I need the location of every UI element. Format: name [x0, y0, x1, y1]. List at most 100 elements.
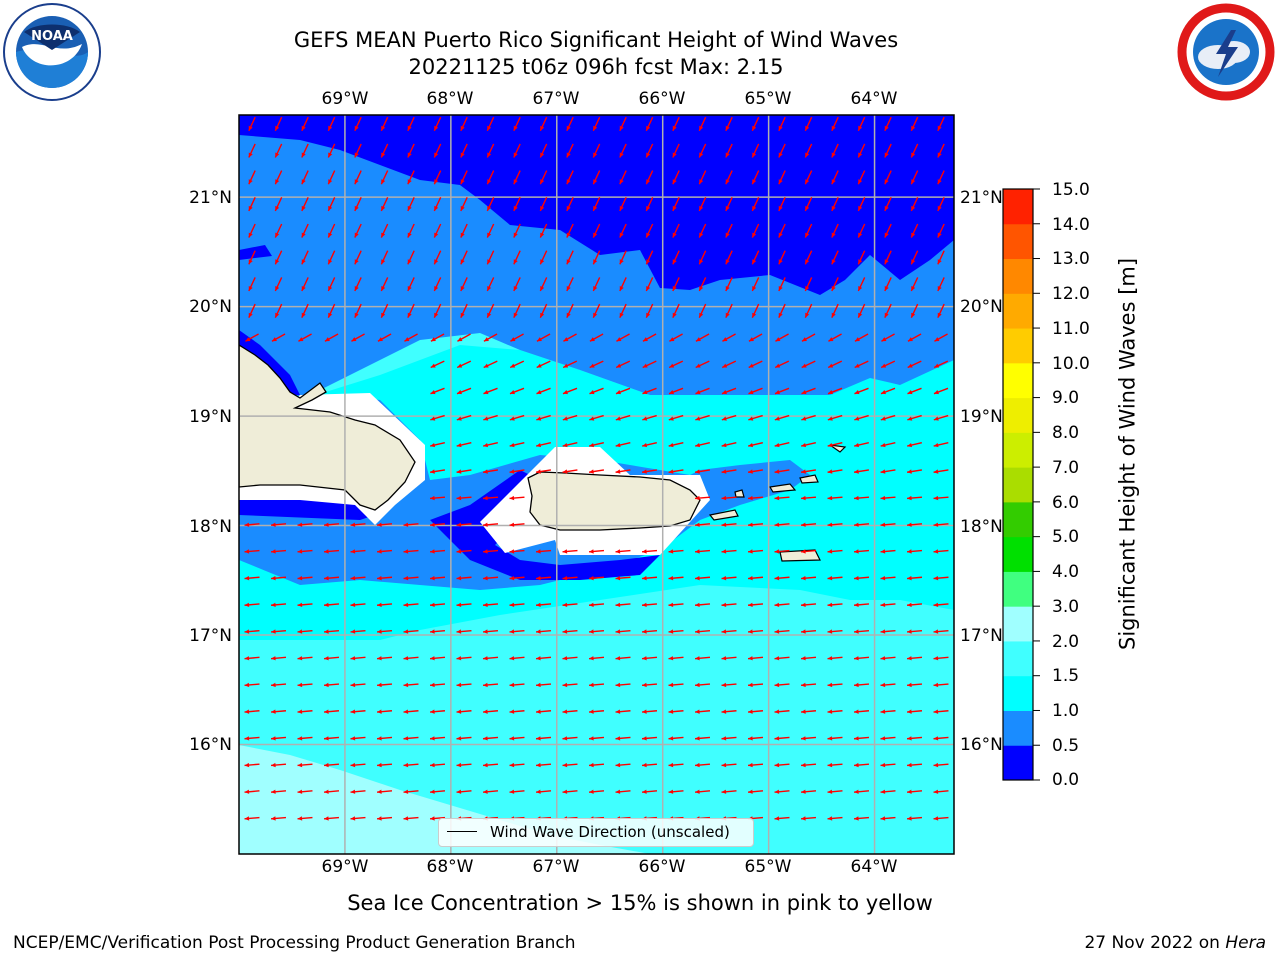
wave-direction-arrow: [588, 762, 605, 768]
colorbar-frame: [1002, 188, 1034, 781]
wave-direction-arrow: [774, 442, 790, 448]
wave-direction-arrow: [853, 602, 870, 608]
wave-direction-arrow: [747, 549, 764, 554]
wave-direction-arrow: [482, 575, 499, 581]
colorbar-segment: [1003, 467, 1033, 503]
wave-direction-arrow: [906, 522, 923, 527]
wave-direction-arrow: [407, 197, 415, 212]
wave-direction-arrow: [906, 789, 923, 794]
wave-direction-arrow: [403, 522, 419, 527]
wave-direction-arrow: [774, 522, 790, 527]
wave-direction-arrow: [831, 170, 839, 185]
wave-direction-arrow: [615, 360, 631, 369]
wave-direction-arrow: [297, 789, 313, 794]
wave-direction-arrow: [297, 602, 313, 608]
wave-direction-arrow: [853, 575, 870, 581]
wave-direction-arrow: [457, 333, 471, 342]
wave-direction-arrow: [857, 197, 866, 212]
wave-direction-arrow: [747, 789, 764, 794]
wave-direction-arrow: [774, 656, 790, 661]
wave-direction-arrow: [433, 223, 442, 238]
wave-direction-arrow: [562, 602, 578, 608]
wave-direction-arrow: [800, 656, 817, 661]
wave-direction-arrow: [747, 602, 764, 608]
wave-direction-arrow: [880, 387, 896, 395]
wave-direction-arrow: [804, 197, 813, 212]
wave-direction-arrow: [672, 197, 680, 212]
wave-direction-arrow: [351, 333, 365, 342]
wave-direction-arrow: [433, 277, 442, 292]
wave-direction-arrow: [592, 116, 601, 132]
wave-direction-arrow: [698, 170, 707, 185]
wave-direction-arrow: [297, 682, 313, 688]
wave-direction-arrow: [588, 709, 605, 714]
wave-direction-arrow: [562, 469, 578, 474]
wave-direction-arrow: [827, 414, 843, 421]
wave-direction-arrow: [721, 736, 737, 741]
wave-direction-arrow: [619, 197, 627, 212]
wave-direction-arrow: [566, 223, 574, 238]
wave-direction-arrow: [831, 143, 839, 158]
wave-direction-arrow: [933, 414, 949, 421]
wave-direction-arrow: [562, 442, 578, 448]
wave-direction-arrow: [301, 197, 309, 212]
wave-direction-arrow: [747, 762, 764, 768]
wave-direction-arrow: [751, 223, 760, 238]
wave-direction-arrow: [274, 197, 283, 212]
wave-direction-arrow: [698, 143, 707, 158]
wave-direction-arrow: [800, 682, 817, 688]
wave-direction-arrow: [588, 469, 605, 474]
wave-direction-arrow: [430, 442, 445, 448]
wave-direction-arrow: [880, 629, 896, 634]
colorbar-tick: 10.0: [1052, 354, 1090, 374]
wave-direction-arrow: [327, 143, 336, 158]
wave-direction-arrow: [827, 629, 843, 634]
wave-direction-arrow: [588, 656, 605, 661]
wave-direction-arrow: [536, 333, 551, 342]
wave-direction-arrow: [645, 116, 654, 132]
wave-direction-arrow: [403, 709, 419, 714]
wave-direction-arrow: [857, 170, 866, 185]
wave-direction-arrow: [535, 656, 552, 661]
wave-direction-arrow: [460, 303, 468, 318]
wave-direction-arrow: [619, 170, 627, 185]
colorbar-segment: [1003, 362, 1033, 399]
wave-direction-arrow: [906, 816, 923, 821]
wave-direction-arrow: [589, 333, 604, 342]
wave-direction-arrow: [509, 387, 525, 395]
wave-direction-arrow: [562, 709, 578, 714]
wave-direction-arrow: [933, 442, 949, 448]
wave-direction-arrow: [778, 223, 786, 238]
colorbar-tick: 2.0: [1052, 632, 1080, 652]
wave-direction-arrow: [244, 762, 260, 768]
footer-credit: NCEP/EMC/Verification Post Processing Pr…: [13, 933, 576, 953]
wave-direction-arrow: [937, 223, 945, 238]
wave-direction-arrow: [403, 575, 419, 581]
wave-direction-arrow: [800, 709, 817, 714]
wave-direction-arrow: [906, 736, 923, 741]
wave-direction-arrow: [456, 629, 472, 634]
wave-direction-arrow: [429, 522, 446, 527]
wave-direction-arrow: [853, 549, 870, 554]
wave-direction-arrow: [482, 495, 499, 501]
wave-direction-arrow: [562, 629, 578, 634]
wave-direction-arrow: [482, 789, 499, 794]
wave-direction-arrow: [774, 387, 790, 395]
wave-direction-arrow: [323, 522, 340, 527]
wave-direction-arrow: [880, 414, 896, 421]
wave-direction-arrow: [539, 170, 548, 185]
wave-direction-arrow: [270, 682, 287, 688]
wave-direction-arrow: [827, 495, 843, 501]
wave-direction-arrow: [460, 143, 468, 158]
lon-label-top: 66°W: [638, 89, 686, 109]
wave-direction-arrow: [245, 333, 259, 342]
wave-direction-arrow: [907, 387, 922, 395]
wave-direction-arrow: [827, 360, 843, 369]
wave-direction-arrow: [539, 223, 548, 238]
colorbar-tick: 5.0: [1052, 527, 1080, 547]
wave-direction-arrow: [619, 250, 627, 265]
lon-label-bottom: 66°W: [638, 857, 686, 877]
footer-date: 27 Nov 2022 on Hera: [1084, 933, 1266, 953]
wave-direction-arrow: [274, 170, 283, 185]
wave-direction-arrow: [668, 360, 684, 369]
